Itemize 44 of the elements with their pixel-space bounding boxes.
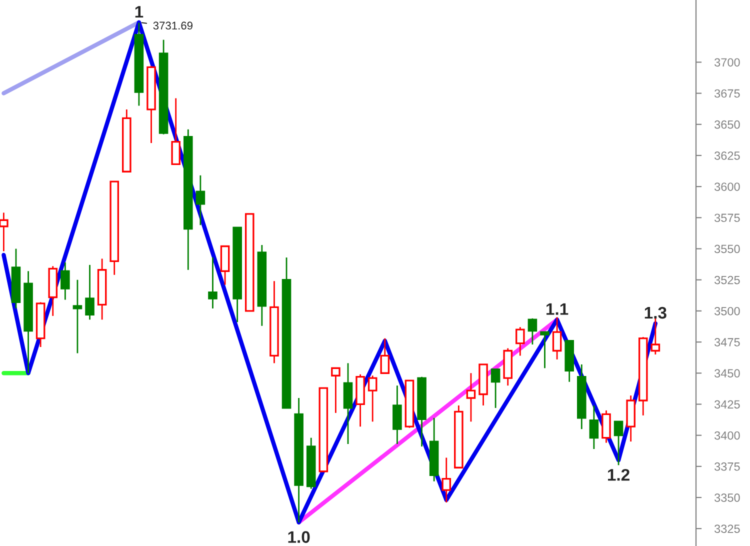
annotation: 1.0 bbox=[288, 531, 310, 543]
candlestick bbox=[60, 262, 70, 300]
y-tick-label: 3500 bbox=[714, 306, 740, 316]
y-tick-label: 3575 bbox=[714, 214, 740, 222]
y-tick-label: 3400 bbox=[714, 431, 740, 440]
candlestick bbox=[552, 316, 562, 360]
candlestick bbox=[196, 174, 206, 226]
candlestick bbox=[208, 256, 218, 310]
annotation: 3731.69 bbox=[153, 22, 192, 30]
candlestick bbox=[614, 420, 624, 466]
candlestick bbox=[0, 212, 8, 252]
candlestick bbox=[540, 331, 550, 369]
candlestick bbox=[392, 384, 402, 445]
candlestick bbox=[466, 372, 476, 422]
candlestick bbox=[589, 404, 599, 450]
y-tick-label: 3625 bbox=[714, 152, 740, 160]
candlestick bbox=[602, 410, 611, 444]
candlestick bbox=[650, 318, 660, 356]
annotation: 1.3 bbox=[644, 306, 666, 319]
y-tick-label: 3425 bbox=[714, 400, 740, 409]
candlestick bbox=[490, 368, 500, 409]
candlestick bbox=[442, 457, 452, 504]
y-tick-label: 3375 bbox=[714, 462, 740, 471]
y-tick-label: 3475 bbox=[714, 338, 740, 346]
y-tick-label: 3700 bbox=[714, 58, 740, 67]
y-tick-label: 3525 bbox=[714, 276, 740, 284]
candlestick bbox=[368, 374, 378, 422]
candlestick bbox=[331, 367, 340, 414]
candlestick bbox=[72, 279, 82, 354]
annotation: 1.1 bbox=[546, 303, 568, 315]
y-tick-label: 3650 bbox=[714, 120, 740, 129]
y-tick-label: 3600 bbox=[714, 182, 740, 191]
annotation: 1.2 bbox=[608, 468, 630, 481]
candlestick bbox=[516, 326, 525, 356]
candlestick bbox=[171, 98, 180, 166]
candlestick bbox=[380, 338, 390, 374]
y-tick-label: 3450 bbox=[714, 369, 740, 378]
candlestick bbox=[528, 318, 538, 346]
annotation: 1 bbox=[135, 6, 144, 18]
y-tick-label: 3675 bbox=[714, 89, 740, 98]
y-tick-label: 3350 bbox=[714, 494, 740, 502]
y-tick-label: 3550 bbox=[714, 244, 740, 254]
candlestick bbox=[85, 264, 94, 320]
y-tick-label: 3325 bbox=[714, 524, 740, 533]
